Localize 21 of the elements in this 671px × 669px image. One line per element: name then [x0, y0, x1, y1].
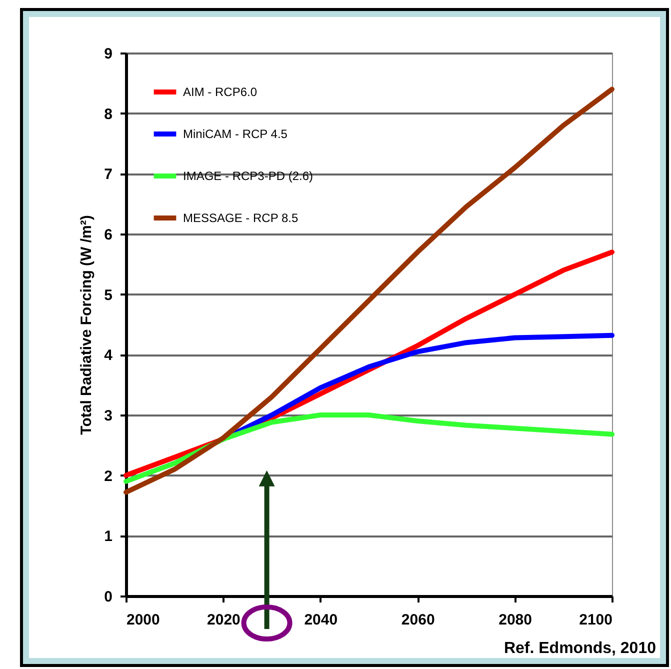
- y-tick-label: 2: [104, 468, 112, 485]
- legend-label: MESSAGE - RCP 8.5: [183, 211, 298, 225]
- y-tick-label: 6: [104, 226, 112, 244]
- y-tick-label: 3: [104, 408, 112, 424]
- x-tick-label: 2080: [498, 612, 532, 628]
- y-axis-title: Total Radiative Forcing (W /m²): [78, 215, 96, 435]
- y-tick-label: 4: [104, 347, 114, 364]
- x-tick-label: 2100: [579, 612, 612, 628]
- y-tick-label: 5: [104, 286, 112, 304]
- text: Ref. Edmonds, 2010: [504, 640, 656, 658]
- x-tick-label: 2060: [401, 612, 435, 628]
- y-tick-label: 1: [104, 528, 112, 546]
- legend-label: AIM - RCP6.0: [183, 85, 258, 99]
- y-tick-label: 9: [104, 46, 112, 62]
- x-tick-label: 2020: [207, 612, 240, 628]
- y-tick-label: 7: [104, 166, 112, 184]
- y-tick-label: 0: [104, 588, 112, 606]
- x-tick-label: 2040: [304, 612, 338, 628]
- legend-label: MiniCAM - RCP 4.5: [183, 127, 288, 141]
- y-tick-label: 8: [104, 106, 112, 123]
- x-tick-label: 2000: [126, 612, 160, 628]
